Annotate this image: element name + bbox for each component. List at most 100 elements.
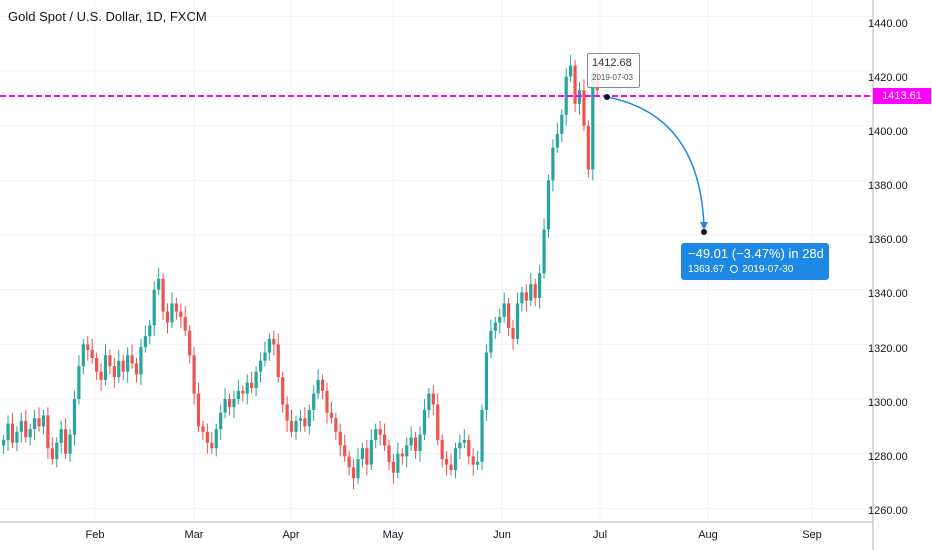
candle-up — [396, 453, 400, 473]
candle-down — [210, 442, 214, 449]
candle-up — [267, 338, 271, 353]
y-tick-label: 1420.00 — [868, 72, 908, 84]
candle-down — [378, 429, 382, 435]
candle-up — [55, 442, 59, 460]
candle-up — [515, 303, 520, 339]
candle-up — [577, 90, 582, 104]
candle-up — [529, 284, 533, 301]
candle-up — [258, 360, 263, 372]
x-tick-label: Jul — [592, 529, 608, 541]
candle-down — [338, 431, 342, 446]
candle-up — [143, 336, 147, 348]
candle-up — [126, 355, 130, 372]
chart-title: Gold Spot / U.S. Dollar, 1D, FXCM — [8, 9, 207, 24]
projection-end-point[interactable] — [701, 229, 707, 235]
candle-up — [493, 322, 497, 331]
candle-down — [440, 440, 444, 460]
candle-down — [343, 445, 347, 457]
y-tick-label: 1340.00 — [868, 288, 908, 300]
candle-up — [103, 355, 108, 380]
candle-up — [219, 412, 223, 430]
x-tick-label: Aug — [698, 529, 718, 541]
candle-down — [250, 382, 254, 389]
candle-up — [369, 440, 373, 465]
candle-up — [33, 418, 37, 430]
candle-down — [471, 456, 475, 465]
candle-up — [254, 371, 258, 389]
candle-down — [161, 278, 165, 312]
candle-down — [445, 459, 449, 465]
candle-down — [50, 448, 54, 460]
candle-down — [507, 303, 511, 328]
candle-up — [462, 440, 466, 443]
candle-up — [422, 409, 427, 435]
candle-up — [157, 278, 161, 290]
candle-down — [10, 423, 15, 443]
candle-up — [236, 390, 240, 400]
candle-down — [387, 445, 391, 462]
candle-down — [524, 292, 528, 301]
projection-target-date: 2019-07-30 — [742, 264, 794, 275]
candle-down — [303, 418, 307, 427]
candle-down — [449, 464, 453, 471]
candle-down — [573, 65, 577, 104]
projection-detail: 1363.67 2019-07-30 — [688, 264, 793, 275]
candle-down — [365, 448, 369, 465]
level-price-tag: 1413.61 — [873, 88, 931, 104]
candle-down — [347, 456, 351, 468]
candle-up — [81, 344, 85, 367]
candle-up — [15, 431, 19, 443]
candle-down — [325, 390, 329, 413]
candle-down — [201, 426, 205, 432]
candle-down — [334, 418, 338, 432]
x-tick-label: Jun — [493, 529, 511, 541]
candle-up — [170, 303, 174, 323]
y-tick-label: 1320.00 — [868, 343, 908, 355]
candle-up — [551, 147, 555, 181]
projection-start-point[interactable] — [604, 94, 610, 100]
candle-down — [329, 412, 334, 419]
candle-up — [312, 393, 316, 410]
candle-down — [46, 415, 50, 449]
candle-up — [405, 445, 409, 457]
y-tick-label: 1280.00 — [868, 451, 908, 463]
candle-up — [546, 180, 551, 230]
candle-down — [24, 420, 28, 438]
candle-down — [179, 311, 183, 318]
candle-up — [564, 76, 568, 115]
candle-up — [117, 360, 121, 378]
candle-up — [263, 352, 267, 361]
candle-down — [121, 360, 125, 372]
candle-up — [72, 399, 77, 435]
candle-down — [431, 393, 435, 405]
candle-up — [6, 423, 10, 441]
candle-down — [64, 429, 68, 454]
candle-down — [188, 330, 192, 356]
y-tick-label: 1400.00 — [868, 126, 908, 138]
candle-down — [582, 90, 586, 126]
candle-up — [427, 393, 431, 410]
candle-up — [232, 399, 236, 408]
candle-up — [538, 273, 542, 298]
candle-down — [276, 344, 280, 378]
candle-up — [298, 418, 303, 421]
candle-up — [480, 409, 484, 462]
projection-label[interactable]: −49.01 (−3.47%) in 28d 1363.67 2019-07-30 — [681, 243, 829, 280]
candle-down — [130, 355, 134, 364]
projection-arrow[interactable] — [606, 96, 705, 228]
x-tick-label: Feb — [85, 529, 105, 541]
candle-up — [520, 292, 524, 304]
candle-up — [68, 434, 72, 454]
candle-down — [285, 404, 289, 421]
candle-up — [59, 429, 63, 443]
projection-change: −49.01 (−3.47%) in 28d — [688, 246, 824, 261]
candle-up — [569, 65, 573, 77]
candle-down — [90, 349, 94, 359]
candle-up — [560, 114, 564, 134]
candle-down — [86, 344, 90, 350]
candle-up — [409, 437, 413, 446]
candle-down — [436, 404, 440, 441]
candle-down — [183, 317, 187, 331]
x-tick-label: May — [382, 529, 404, 541]
